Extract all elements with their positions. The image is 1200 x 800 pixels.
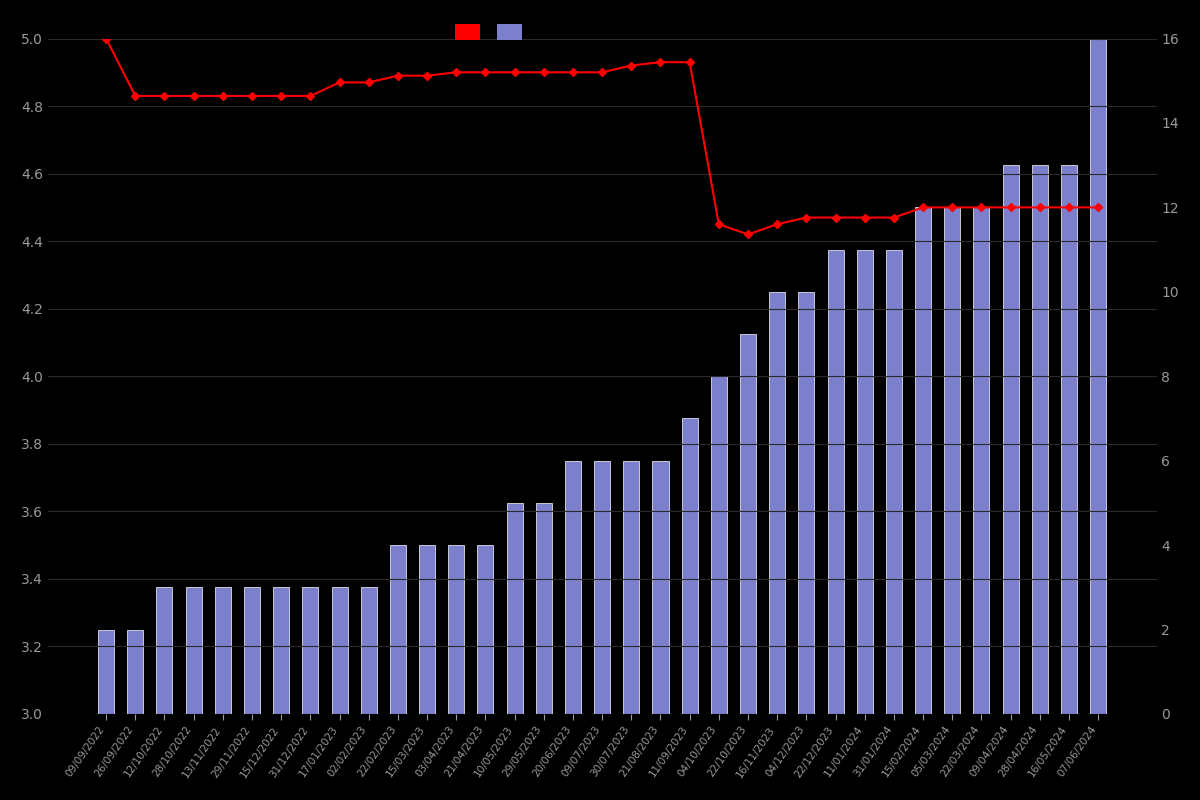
Bar [506,503,523,714]
Bar [244,587,260,714]
Bar [186,587,202,714]
Bar [215,587,230,714]
Bar [156,587,173,714]
Bar [98,630,114,714]
Bar [798,292,815,714]
Bar [390,545,406,714]
Bar [449,545,464,714]
Bar [828,250,844,714]
Bar [535,503,552,714]
Bar [1090,38,1106,714]
Bar [769,292,785,714]
Bar [973,207,990,714]
Bar [886,250,902,714]
Bar [944,207,960,714]
Bar [419,545,436,714]
Legend: , : , [450,18,533,46]
Bar [331,587,348,714]
Bar [361,587,377,714]
Bar [623,461,640,714]
Bar [653,461,668,714]
Bar [857,250,872,714]
Bar [565,461,581,714]
Bar [594,461,610,714]
Bar [1032,165,1048,714]
Bar [1061,165,1076,714]
Bar [682,418,697,714]
Bar [274,587,289,714]
Bar [740,334,756,714]
Bar [1002,165,1019,714]
Bar [127,630,143,714]
Bar [302,587,318,714]
Bar [478,545,493,714]
Bar [710,376,727,714]
Bar [916,207,931,714]
